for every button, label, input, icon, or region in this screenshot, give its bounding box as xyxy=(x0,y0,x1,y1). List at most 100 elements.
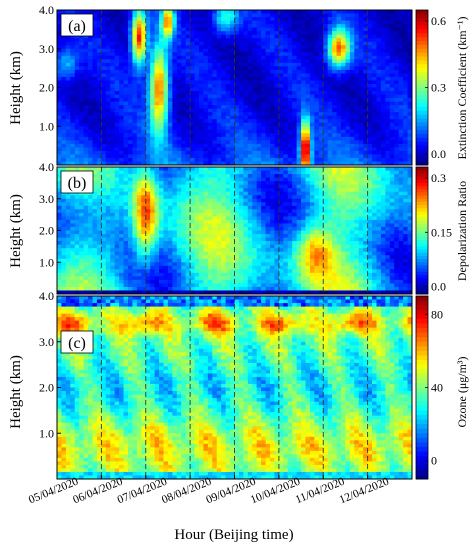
colorbar-segment xyxy=(416,141,428,147)
heatmap-cell xyxy=(225,126,231,131)
heatmap-cell xyxy=(403,69,409,75)
heatmap-cell xyxy=(65,108,71,113)
heatmap-cell xyxy=(252,136,258,141)
heatmap-cell xyxy=(101,31,107,36)
heatmap-cell xyxy=(119,69,125,75)
heatmap-cell xyxy=(141,101,147,106)
heatmap-cell xyxy=(159,59,165,64)
heatmap-cell xyxy=(105,101,111,106)
heatmap-cell xyxy=(83,122,89,127)
heatmap-cell xyxy=(212,147,218,152)
heatmap-cell xyxy=(154,119,160,124)
heatmap-cell xyxy=(141,286,147,292)
heatmap-cell xyxy=(105,279,111,285)
heatmap-cell xyxy=(92,24,98,29)
heatmap-cell xyxy=(380,94,386,99)
heatmap-cell xyxy=(70,136,76,141)
heatmap-cell xyxy=(256,157,262,163)
heatmap-cell xyxy=(61,223,67,228)
heatmap-cell xyxy=(190,174,196,179)
heatmap-cell xyxy=(247,98,253,103)
heatmap-cell xyxy=(341,76,347,82)
heatmap-cell xyxy=(216,87,222,92)
heatmap-cell xyxy=(207,265,213,270)
heatmap-cell xyxy=(128,161,134,165)
heatmap-cell xyxy=(318,59,324,64)
heatmap-cell xyxy=(363,94,369,99)
heatmap-cell xyxy=(203,237,209,242)
heatmap-cell xyxy=(292,133,298,138)
heatmap-cell xyxy=(278,24,284,29)
heatmap-cell xyxy=(70,108,76,113)
heatmap-cell xyxy=(283,41,289,46)
heatmap-cell xyxy=(380,80,386,85)
heatmap-cell xyxy=(194,150,200,156)
heatmap-cell xyxy=(172,251,178,256)
heatmap-cell xyxy=(194,27,200,32)
heatmap-cell xyxy=(163,133,169,138)
heatmap-cell xyxy=(119,17,125,22)
heatmap-cell xyxy=(234,112,240,117)
heatmap-cell xyxy=(154,219,160,225)
heatmap-cell xyxy=(256,133,262,138)
heatmap-cell xyxy=(163,69,169,75)
heatmap-cell xyxy=(150,87,156,92)
heatmap-cell xyxy=(358,133,364,138)
heatmap-cell xyxy=(176,122,182,127)
heatmap-cell xyxy=(181,66,187,71)
heatmap-cell xyxy=(407,69,412,75)
heatmap-cell xyxy=(394,150,400,156)
heatmap-cell xyxy=(194,177,200,182)
heatmap-cell xyxy=(216,161,222,165)
heatmap-cell xyxy=(349,48,355,53)
heatmap-cell xyxy=(243,122,249,127)
heatmap-cell xyxy=(123,286,129,292)
heatmap-cell xyxy=(363,69,369,75)
heatmap-cell xyxy=(172,209,178,214)
heatmap-cell xyxy=(150,255,156,260)
heatmap-cell xyxy=(185,52,191,57)
heatmap-cell xyxy=(88,94,94,99)
heatmap-cell xyxy=(136,237,142,242)
heatmap-cell xyxy=(92,105,98,110)
heatmap-cell xyxy=(163,195,169,200)
heatmap-cell xyxy=(323,140,329,145)
heatmap-cell xyxy=(132,205,138,210)
heatmap-cell xyxy=(141,31,147,36)
heatmap-cell xyxy=(181,251,187,256)
heatmap-cell xyxy=(283,98,289,103)
heatmap-cell xyxy=(172,17,178,22)
heatmap-cell xyxy=(296,38,302,43)
heatmap-cell xyxy=(407,27,412,32)
heatmap-cell xyxy=(159,129,165,134)
heatmap-cell xyxy=(114,184,120,189)
heatmap-cell xyxy=(190,283,196,288)
heatmap-cell xyxy=(96,209,102,214)
heatmap-cell xyxy=(132,150,138,156)
heatmap-cell xyxy=(225,34,231,39)
heatmap-cell xyxy=(114,276,120,281)
heatmap-cell xyxy=(327,122,333,127)
heatmap-cell xyxy=(101,244,107,249)
heatmap-cell xyxy=(190,62,196,67)
heatmap-cell xyxy=(132,219,138,225)
heatmap-cell xyxy=(61,45,67,50)
heatmap-cell xyxy=(119,91,125,96)
heatmap-cell xyxy=(74,283,80,288)
heatmap-cell xyxy=(372,20,378,25)
heatmap-cell xyxy=(265,27,271,32)
heatmap-cell xyxy=(243,66,249,71)
heatmap-cell xyxy=(70,91,76,96)
heatmap-cell xyxy=(83,198,89,203)
heatmap-cell xyxy=(261,108,267,113)
heatmap-cell xyxy=(207,205,213,210)
heatmap-cell xyxy=(199,230,205,235)
heatmap-cell xyxy=(105,62,111,67)
heatmap-cell xyxy=(380,76,386,82)
heatmap-cell xyxy=(150,31,156,36)
heatmap-cell xyxy=(88,48,94,53)
heatmap-cell xyxy=(327,83,333,89)
heatmap-cell xyxy=(83,126,89,131)
heatmap-cell xyxy=(181,170,187,175)
heatmap-cell xyxy=(270,98,276,103)
